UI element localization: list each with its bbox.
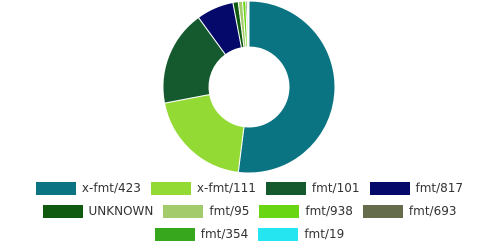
- legend-item[interactable]: fmt/938: [259, 203, 353, 219]
- legend-item[interactable]: fmt/19: [258, 226, 344, 242]
- legend-item[interactable]: x-fmt/111: [150, 180, 256, 196]
- chart: [162, 0, 336, 174]
- legend-label: fmt/938: [305, 204, 353, 218]
- legend-swatch: [42, 204, 83, 218]
- legend-label: UNKNOWN: [88, 204, 154, 218]
- legend-item[interactable]: x-fmt/423: [35, 180, 141, 196]
- legend: x-fmt/423 x-fmt/111 fmt/101 fmt/817 UNKNOWN f…: [20, 180, 479, 242]
- legend-label: fmt/817: [415, 181, 464, 195]
- legend-item[interactable]: fmt/817: [369, 180, 464, 196]
- donut-slice: [237, 0, 336, 174]
- legend-label: fmt/95: [209, 204, 250, 218]
- legend-swatch: [265, 181, 306, 195]
- legend-swatch: [258, 227, 299, 241]
- legend-swatch: [154, 227, 195, 241]
- legend-swatch: [259, 204, 300, 218]
- legend-swatch: [35, 181, 76, 195]
- legend-item[interactable]: UNKNOWN: [42, 203, 154, 219]
- legend-swatch: [163, 204, 204, 218]
- legend-label: fmt/101: [311, 181, 360, 195]
- legend-label: fmt/354: [200, 227, 249, 241]
- legend-label: fmt/19: [304, 227, 345, 241]
- legend-swatch: [150, 181, 191, 195]
- legend-item[interactable]: fmt/354: [154, 226, 249, 242]
- legend-item[interactable]: fmt/95: [163, 203, 249, 219]
- donut-slice: [247, 0, 250, 48]
- legend-label: x-fmt/111: [196, 181, 256, 195]
- donut-slice: [163, 93, 245, 173]
- legend-swatch: [369, 181, 410, 195]
- legend-label: fmt/693: [408, 204, 457, 218]
- legend-label: x-fmt/423: [81, 181, 141, 195]
- legend-swatch: [362, 204, 403, 218]
- legend-item[interactable]: fmt/101: [265, 180, 360, 196]
- legend-item[interactable]: fmt/693: [362, 203, 457, 219]
